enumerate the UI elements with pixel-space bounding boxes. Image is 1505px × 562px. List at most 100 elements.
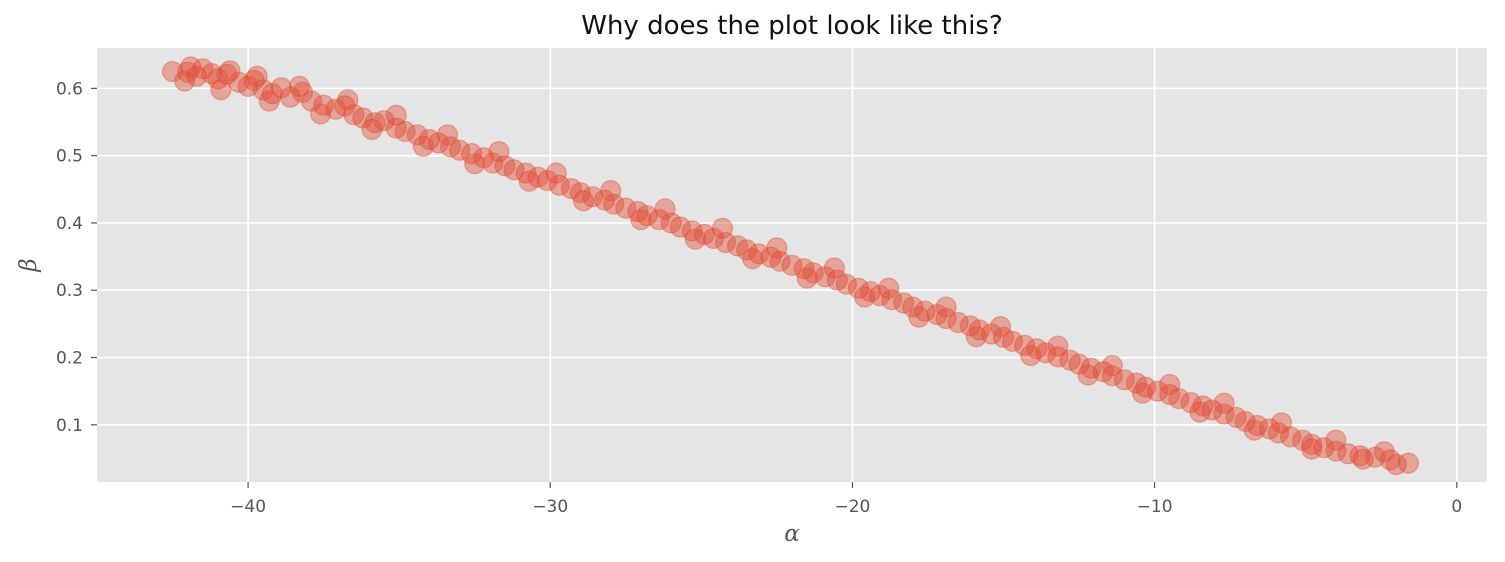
- scatter-point: [1077, 364, 1099, 386]
- y-axis-label: β: [16, 258, 42, 272]
- scatter-point: [192, 58, 214, 80]
- scatter-point: [627, 200, 649, 223]
- scatter-point: [364, 112, 386, 134]
- scatter-point: [464, 153, 486, 175]
- scatter-point: [902, 296, 924, 318]
- scatter-point: [935, 307, 957, 330]
- scatter-point: [1301, 433, 1323, 455]
- scatter-point: [594, 189, 616, 211]
- scatter-point: [615, 197, 637, 219]
- scatter-point: [1225, 406, 1247, 429]
- scatter-point: [878, 277, 900, 299]
- scatter-point: [515, 162, 537, 184]
- chart-title: Why does the plot look like this?: [581, 11, 1003, 41]
- scatter-point: [219, 60, 241, 82]
- scatter-point: [989, 315, 1012, 338]
- scatter-point: [252, 79, 274, 101]
- scatter-point: [216, 63, 238, 85]
- scatter-point: [1131, 382, 1154, 404]
- data-points: [161, 56, 1420, 476]
- scatter-point: [461, 143, 483, 165]
- scatter-point: [427, 132, 450, 154]
- x-tick-label: 0: [1451, 497, 1462, 517]
- scatter-point: [258, 90, 280, 112]
- scatter-point: [684, 228, 706, 250]
- scatter-point: [1364, 446, 1386, 468]
- scatter-point: [449, 139, 471, 161]
- scatter-point: [869, 285, 891, 307]
- scatter-point: [246, 65, 268, 87]
- scatter-point: [636, 204, 658, 227]
- scatter-point: [947, 311, 969, 334]
- scatter-point: [352, 107, 374, 129]
- scatter-point: [1243, 419, 1265, 441]
- scatter-point: [560, 178, 583, 200]
- scatter-point: [279, 86, 301, 108]
- scatter-point: [603, 193, 625, 215]
- scatter-point: [1258, 418, 1281, 440]
- scatter-point: [548, 174, 570, 196]
- scatter-point: [1201, 399, 1223, 421]
- scatter-point: [702, 227, 725, 250]
- scatter-point: [488, 141, 510, 163]
- scatter-point: [1159, 383, 1181, 406]
- scatter-point: [385, 104, 407, 126]
- scatter-point: [207, 68, 229, 90]
- scatter-point: [439, 136, 462, 158]
- y-tick-label: 0.6: [56, 79, 83, 99]
- scatter-point: [1292, 429, 1314, 451]
- scatter-point: [545, 162, 567, 184]
- scatter-point: [1101, 354, 1123, 377]
- scatter-point: [835, 273, 857, 295]
- scatter-point: [300, 90, 323, 112]
- scatter-point: [1379, 449, 1401, 471]
- scatter-point: [1279, 426, 1302, 448]
- y-tick-label: 0.1: [56, 416, 83, 436]
- scatter-point: [1134, 376, 1157, 398]
- scatter-point: [766, 237, 788, 259]
- scatter-point: [693, 223, 715, 245]
- scatter-point: [494, 155, 516, 177]
- scatter-point: [926, 303, 948, 326]
- scatter-point: [261, 83, 283, 105]
- scatter-point: [1313, 437, 1335, 459]
- x-tick-label: −20: [834, 497, 870, 517]
- scatter-point: [503, 159, 525, 181]
- scatter-point: [935, 296, 957, 318]
- scatter-point: [968, 319, 990, 341]
- scatter-point: [228, 71, 250, 93]
- scatter-point: [1213, 403, 1235, 425]
- scatter-point: [881, 289, 903, 311]
- scatter-point: [1125, 372, 1148, 394]
- scatter-point: [1020, 344, 1042, 367]
- scatter-point: [669, 216, 691, 238]
- grid-lines: [97, 48, 1487, 482]
- scatter-point: [1337, 443, 1359, 465]
- scatter-point: [174, 70, 196, 92]
- scatter-point: [482, 152, 504, 174]
- scatter-point: [373, 110, 395, 132]
- scatter-point: [914, 300, 936, 322]
- scatter-point: [1001, 330, 1024, 352]
- scatter-point: [823, 257, 845, 279]
- scatter-point: [660, 212, 682, 234]
- scatter-point: [893, 292, 915, 314]
- scatter-point: [527, 166, 549, 188]
- scatter-point: [436, 124, 459, 146]
- scatter-point: [1301, 438, 1323, 460]
- scatter-point: [1159, 373, 1181, 396]
- scatter-point: [361, 118, 383, 141]
- scatter-point: [980, 323, 1003, 345]
- scatter-point: [270, 77, 292, 99]
- scatter-point: [394, 120, 416, 143]
- scatter-point: [600, 180, 622, 202]
- scatter-point: [908, 306, 930, 328]
- scatter-point: [681, 220, 703, 242]
- scatter-point: [736, 239, 758, 261]
- scatter-point: [781, 254, 803, 276]
- scatter-point: [1373, 441, 1395, 463]
- scatter-point: [1325, 440, 1347, 462]
- axis-ticks: −40 −30 −20 −10 0 0.1 0.2 0.3 0.4 0.5 0.6: [56, 79, 1462, 517]
- scatter-point: [325, 98, 347, 120]
